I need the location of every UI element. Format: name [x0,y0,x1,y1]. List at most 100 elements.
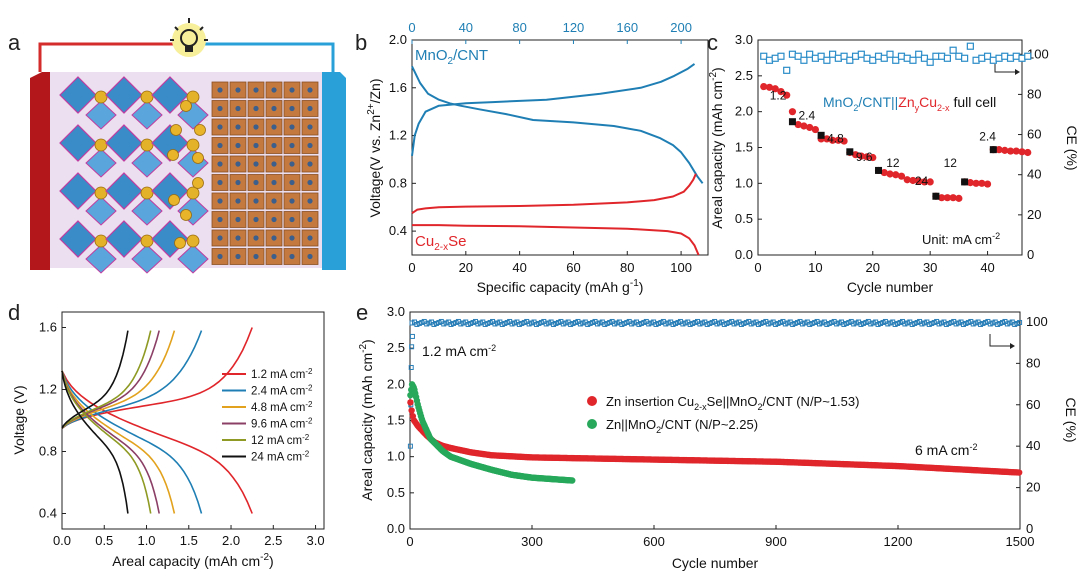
y2-tick-label: 60 [1026,397,1040,412]
ce-point [788,50,797,58]
cu2-xse-atom [271,179,277,186]
ce-point [972,56,980,64]
zn-ion-in-host [94,138,108,152]
mno2-octahedron [85,196,117,226]
discharge-curve [61,370,203,514]
zn-ion-in-host [140,90,154,104]
ce-point-initial [407,443,413,449]
panel-d-legend: 1.2 mA cm-2 2.4 mA cm-2 4.8 mA cm-2 9.6 mA … [222,367,313,464]
series-line [411,63,696,157]
cu2-xse-atom [235,235,241,241]
ce-point [955,52,963,60]
panel-b-series [411,63,704,256]
ce-point [938,52,946,60]
cu2-xse-atom [271,124,277,130]
ce-point [817,52,825,60]
circuit-wire-right [200,42,335,72]
panel-c-axis-pointer-icon [994,64,1015,73]
cu2-xse-atom [271,142,277,149]
cu2-xse-atom [289,124,295,130]
rate-label: 2.4 [979,129,996,143]
rate-label: 12 [886,156,900,170]
x-tick-label: 20 [866,260,880,275]
cu2-xse-atom [253,198,259,204]
x-tick-label: 10 [808,260,822,275]
capacity-point [978,179,986,187]
cu2-xse-atom [253,105,259,112]
cu2-xse-atom [289,87,295,93]
ce-point [897,52,906,60]
y2-tick-label: 100 [1027,46,1049,61]
rate-label: 1.2 [770,88,787,102]
cu2-xse-atom [289,105,295,112]
mno2-octahedron [59,124,97,162]
panel-e-axes: 0 300 600 900 1200 1500 0.0 0.5 1.0 1.5 2.0 2.5 3.0 0… [387,304,1048,549]
y2-tick-label: 40 [1027,167,1041,182]
cu2-xse-atom [289,253,295,260]
panel-d-xlabel: Areal capacity (mAh cm-2) [112,552,273,569]
x-tick-label: 100 [670,260,692,275]
y-tick-label: 1.0 [387,449,405,464]
zn-ion [170,124,182,136]
ce-point [926,58,934,66]
x-tick-label: 300 [521,534,543,549]
x-tick-label: 1500 [1006,534,1035,549]
panel-d-axes: 0.0 0.5 1.0 1.5 2.0 2.5 3.0 0.4 0.8 1.2 1.6 [39,320,325,549]
charge-curve [61,330,152,429]
cu2-xse-atom [235,216,241,223]
cu2-xse-atom [289,161,295,167]
zn-ion [192,152,204,164]
capacity-point [955,194,963,202]
zn-ion-in-host [94,186,108,200]
red-capacity-point [407,399,414,406]
green-capacity-point [569,477,576,484]
y-tick-label: 2.5 [735,68,753,83]
panel-d-frame [61,311,325,530]
capacity-point [995,146,1003,154]
capacity-point [915,177,923,185]
cu2-xse-atom [307,142,313,149]
ce-point [783,66,791,74]
panel-e-y2label: CE (%) [1063,397,1079,442]
panel-d-series [61,327,253,514]
cu2-xse-atom [235,124,241,130]
x-tick-label: 40 [980,260,994,275]
ce-point [1001,52,1009,60]
cu2-xse-atom [235,87,241,93]
mno2-octahedron [177,244,209,274]
legend-entry: 12 mA cm-2 [251,433,310,447]
y-tick-label: 1.0 [735,175,753,190]
zn-ion-in-host [94,234,108,248]
cu2-xse-atom [217,253,223,260]
capacity-point [760,82,768,91]
series-line [411,173,697,215]
zn-ion-in-host [94,90,108,104]
ce-point [886,50,894,58]
capacity-point [783,91,791,99]
ce-point [829,50,837,58]
panel-a: a [8,18,346,274]
mno2-octahedron [59,220,97,258]
cu2-xse-atom [217,161,223,167]
y-tick-label: 2.0 [735,104,753,119]
ce-point [794,52,802,60]
capacity-point [788,108,797,116]
ce-point [915,50,923,58]
mno2-octahedron [105,124,143,162]
capacity-point [794,120,802,129]
capacity-point [903,176,911,184]
y-tick-label: 0.4 [39,506,57,521]
cu2-xse-atom [217,216,223,223]
cu2-xse-atom [217,124,223,130]
cu2-xse-atom [217,235,223,241]
ce-point [978,54,986,62]
legend-entry: 9.6 mA cm-2 [251,417,313,431]
cu2-xse-atom [217,87,223,93]
zn-ion [168,194,180,206]
cu2-xse-atom [235,105,241,112]
cu2-xse-atom [235,161,241,167]
panel-a-label: a [8,30,21,55]
mno2-octahedron [151,76,189,114]
